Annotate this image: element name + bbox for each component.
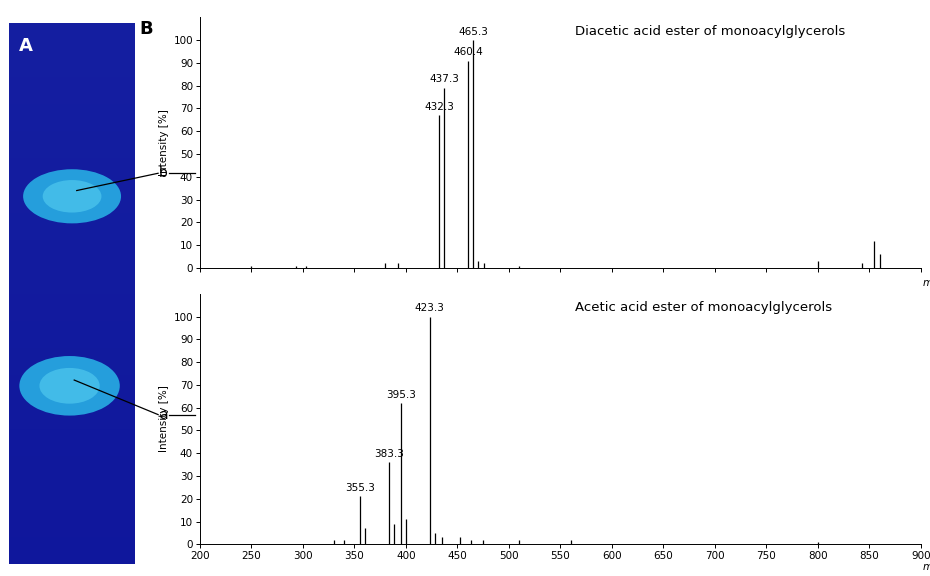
Bar xyxy=(9,537,135,564)
Bar xyxy=(9,294,135,321)
Text: b: b xyxy=(159,166,168,180)
Bar xyxy=(9,77,135,104)
Bar xyxy=(9,375,135,402)
Bar xyxy=(9,456,135,483)
Text: B: B xyxy=(140,20,153,38)
Text: 460.4: 460.4 xyxy=(453,47,483,57)
Bar xyxy=(9,131,135,158)
Text: 355.3: 355.3 xyxy=(345,483,375,493)
Bar xyxy=(9,185,135,213)
Y-axis label: Intensity [%]: Intensity [%] xyxy=(159,385,169,453)
Bar xyxy=(9,402,135,429)
Bar xyxy=(9,50,135,77)
Bar xyxy=(9,23,135,50)
Text: m/z: m/z xyxy=(923,562,930,572)
Ellipse shape xyxy=(23,169,121,223)
Text: A: A xyxy=(20,37,33,55)
Ellipse shape xyxy=(20,356,120,416)
Bar xyxy=(9,429,135,456)
Text: Acetic acid ester of monoacylglycerols: Acetic acid ester of monoacylglycerols xyxy=(575,301,831,314)
Text: 395.3: 395.3 xyxy=(386,390,416,400)
Bar xyxy=(9,104,135,131)
Bar xyxy=(9,348,135,375)
Bar xyxy=(9,240,135,267)
Ellipse shape xyxy=(39,368,100,404)
Text: 432.3: 432.3 xyxy=(424,102,454,112)
Text: Diacetic acid ester of monoacylglycerols: Diacetic acid ester of monoacylglycerols xyxy=(575,25,845,38)
Bar xyxy=(9,321,135,348)
Ellipse shape xyxy=(43,180,101,213)
Bar xyxy=(9,158,135,185)
Bar xyxy=(9,483,135,510)
Text: 423.3: 423.3 xyxy=(415,303,445,313)
Text: a: a xyxy=(159,408,167,422)
Bar xyxy=(9,267,135,294)
Bar xyxy=(9,510,135,537)
Text: 437.3: 437.3 xyxy=(430,74,459,85)
Text: 465.3: 465.3 xyxy=(458,26,488,37)
Y-axis label: Intensity [%]: Intensity [%] xyxy=(159,109,169,176)
Text: m/z: m/z xyxy=(923,278,930,288)
Text: 383.3: 383.3 xyxy=(374,449,404,459)
Bar xyxy=(9,213,135,240)
